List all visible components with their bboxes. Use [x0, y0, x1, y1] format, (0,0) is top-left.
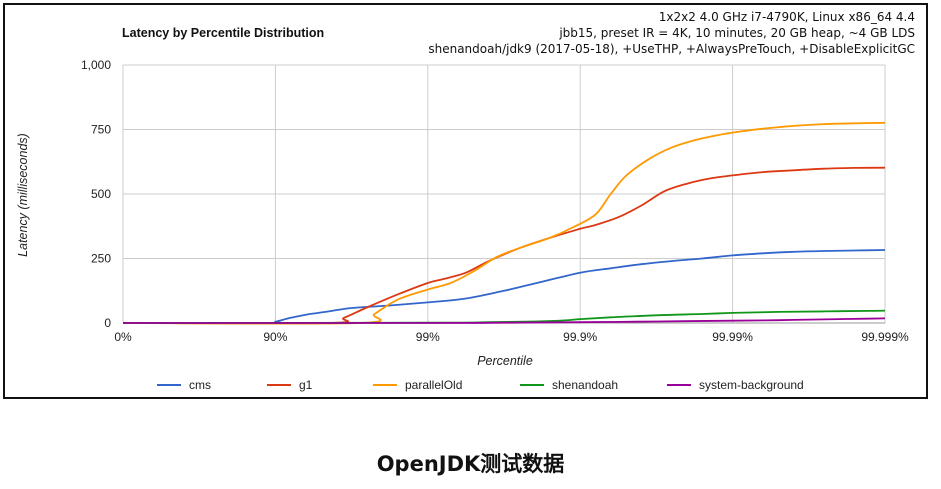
- x-axis-label: Percentile: [477, 354, 533, 368]
- y-tick-label: 750: [91, 123, 111, 137]
- legend-label-g1: g1: [299, 378, 313, 392]
- x-tick-label: 0%: [114, 330, 132, 344]
- chart-title: Latency by Percentile Distribution: [122, 26, 324, 40]
- y-tick-label: 250: [91, 252, 111, 266]
- latency-chart: 0 250 500 750 1,000 0% 90% 99% 99.9% 99.99% 99.999…: [16, 10, 915, 392]
- legend-label-cms: cms: [189, 378, 211, 392]
- series-line-parallelOld: [122, 121, 886, 325]
- series-line-cms: [122, 249, 886, 324]
- subtitle-line-3: shenandoah/jdk9 (2017-05-18), +UseTHP, +…: [428, 42, 915, 56]
- subtitle-line-2: jbb15, preset IR = 4K, 10 minutes, 20 GB…: [558, 26, 915, 40]
- y-tick-label: 1,000: [81, 58, 111, 72]
- series-line-g1: [122, 166, 886, 325]
- x-tick-label: 99.999%: [861, 330, 909, 344]
- series-layer: [122, 121, 886, 325]
- tick-layer: 0 250 500 750 1,000 0% 90% 99% 99.9% 99.99% 99.999…: [81, 58, 909, 344]
- legend-label-parallelOld: parallelOld: [405, 378, 462, 392]
- subtitle-line-1: 1x2x2 4.0 GHz i7-4790K, Linux x86_64 4.4: [659, 10, 915, 24]
- legend: cms g1 parallelOld shenandoah system-backgro…: [157, 378, 804, 392]
- y-tick-label: 0: [104, 316, 111, 330]
- y-tick-label: 500: [91, 187, 111, 201]
- x-tick-label: 90%: [263, 330, 287, 344]
- y-axis-label: Latency (milliseconds): [16, 133, 30, 257]
- grid-layer: [122, 64, 886, 324]
- x-tick-label: 99.99%: [712, 330, 753, 344]
- legend-label-system-background: system-background: [699, 378, 804, 392]
- series-line-system-background: [123, 317, 886, 324]
- x-tick-label: 99.9%: [563, 330, 597, 344]
- legend-label-shenandoah: shenandoah: [552, 378, 618, 392]
- chart-frame: 0 250 500 750 1,000 0% 90% 99% 99.9% 99.99% 99.999…: [3, 3, 928, 399]
- figure-caption: OpenJDK测试数据: [376, 452, 565, 476]
- x-tick-label: 99%: [416, 330, 440, 344]
